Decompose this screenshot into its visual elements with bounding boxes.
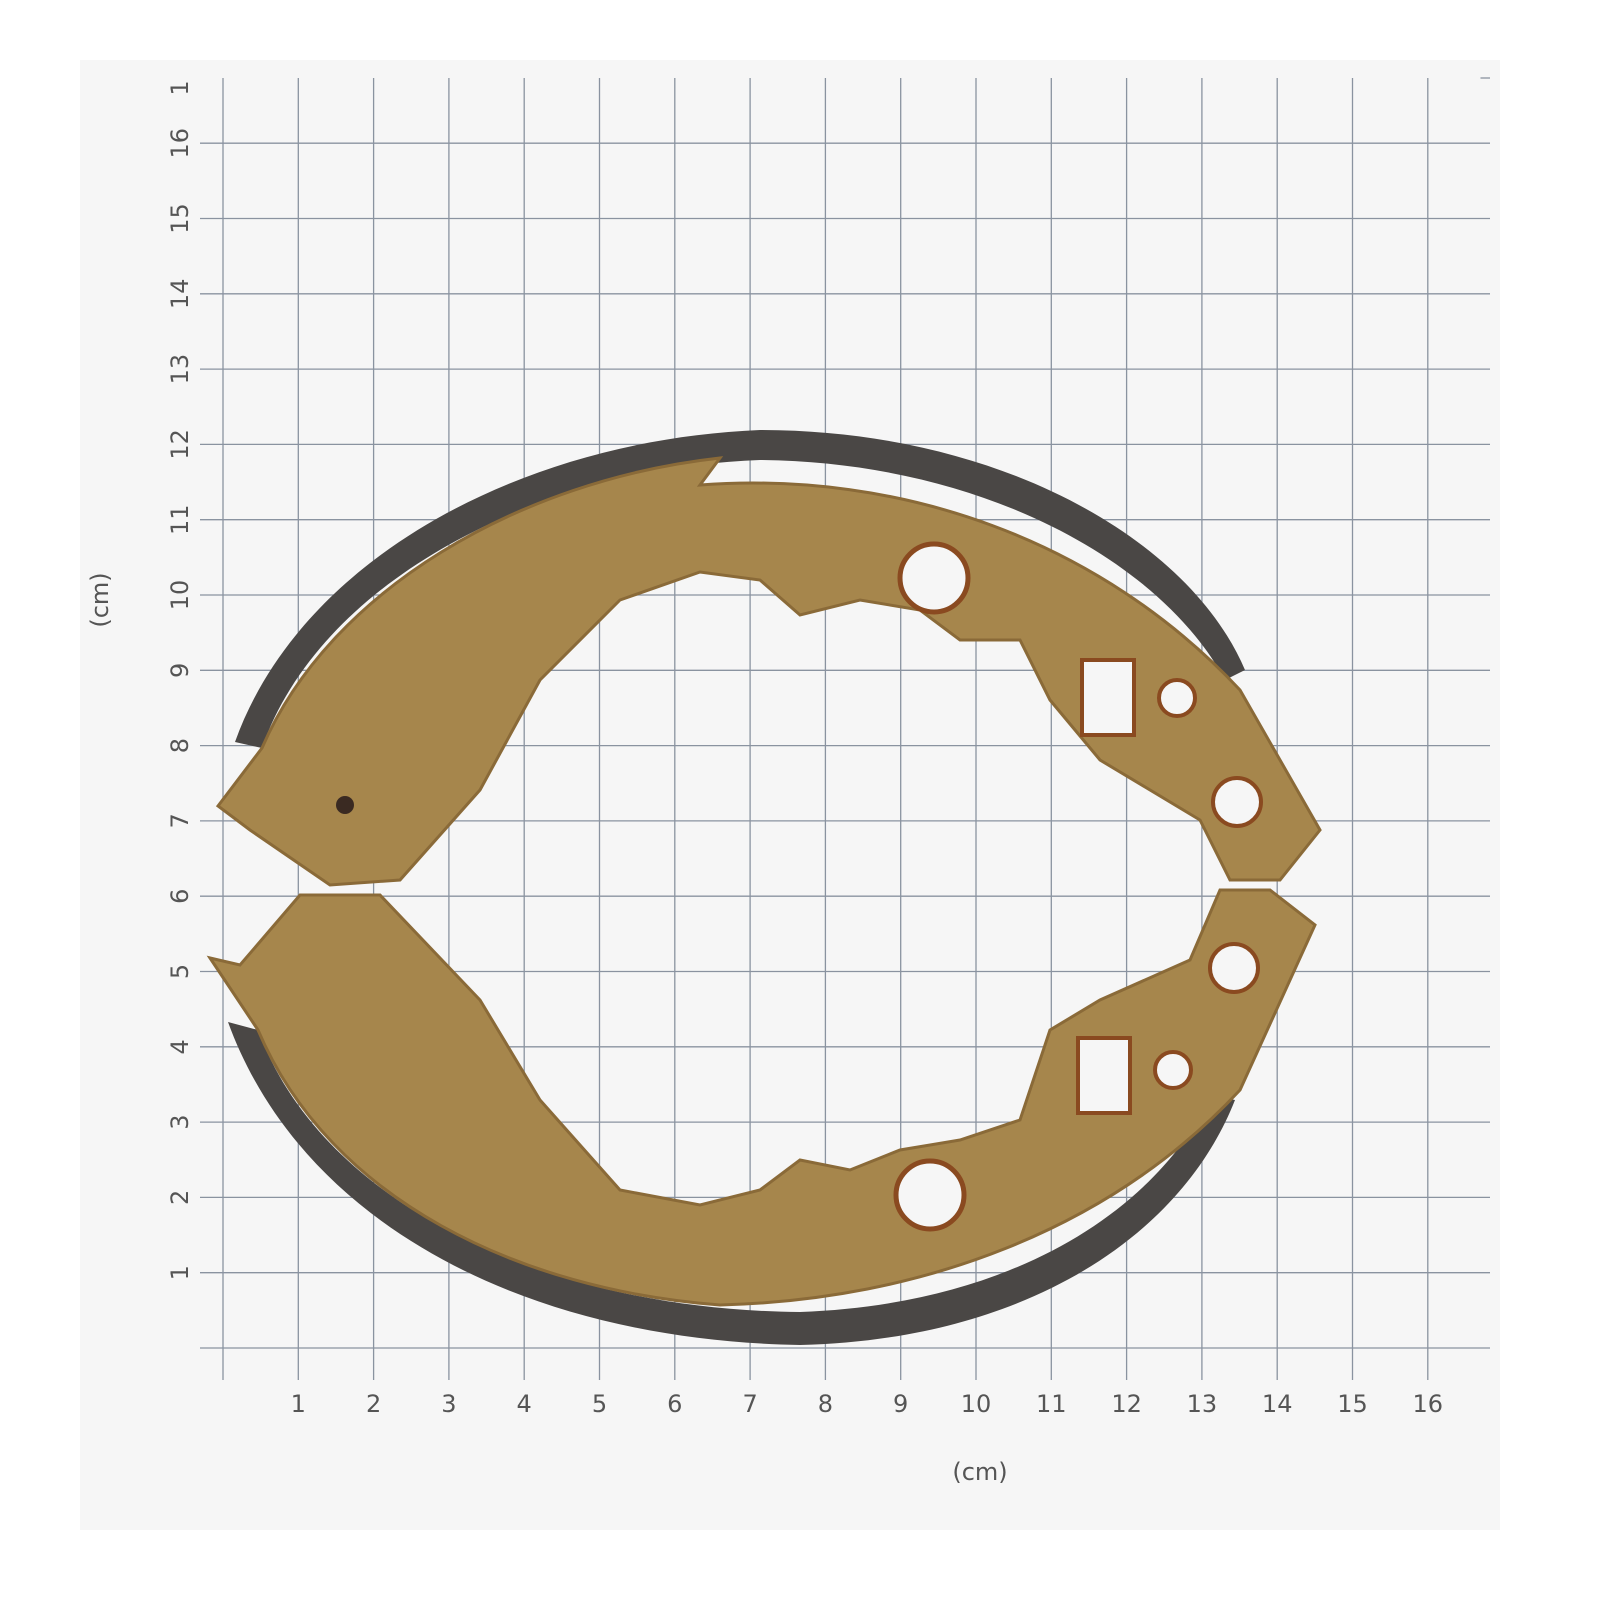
- y-tick-label: 6: [166, 889, 194, 904]
- grid-labels: 1 2 3 4 5 6 7 8 9 10 11 12 13 14 15 1612345678910111213…: [166, 80, 1443, 1418]
- hole: [1153, 1050, 1193, 1090]
- x-tick-label: 14: [1262, 1390, 1293, 1418]
- x-tick-label: 3: [441, 1390, 456, 1418]
- hole: [893, 1158, 967, 1232]
- x-unit-label: (cm): [952, 1458, 1007, 1486]
- x-tick-label: 8: [818, 1390, 833, 1418]
- y-tick-label: 16: [166, 128, 194, 159]
- slot: [1076, 1036, 1132, 1115]
- y-tick-label: 13: [166, 354, 194, 385]
- x-tick-label: 12: [1111, 1390, 1142, 1418]
- brake-lining-bottom: [228, 1022, 1235, 1345]
- brake-shoe-web-bottom: [206, 888, 1317, 1307]
- y-tick-label: 8: [166, 738, 194, 753]
- x-tick-label: 5: [592, 1390, 607, 1418]
- brake-shoe-top: [215, 430, 1322, 887]
- y-tick-label: 4: [166, 1039, 194, 1054]
- y-tick-label: 10: [166, 580, 194, 611]
- brake-shoe-bottom: [206, 888, 1317, 1345]
- x-tick-label: 4: [517, 1390, 532, 1418]
- brake-shoe-web-top: [215, 456, 1322, 887]
- y-unit-label: (cm): [86, 572, 114, 627]
- x-tick-label: 9: [893, 1390, 908, 1418]
- hole: [1157, 678, 1197, 718]
- x-tick-label: 15: [1337, 1390, 1368, 1418]
- x-tick-label: 13: [1187, 1390, 1218, 1418]
- x-tick-label: 2: [366, 1390, 381, 1418]
- y-tick-label: 2: [166, 1190, 194, 1205]
- x-tick-label: 7: [742, 1390, 757, 1418]
- y-tick-label: 1: [166, 80, 194, 95]
- y-tick-label: 1: [166, 1265, 194, 1280]
- x-tick-label: 6: [667, 1390, 682, 1418]
- hole: [1211, 776, 1263, 828]
- y-tick-label: 11: [166, 504, 194, 535]
- y-tick-label: 7: [166, 813, 194, 828]
- y-tick-label: 12: [166, 429, 194, 460]
- y-tick-label: 14: [166, 279, 194, 310]
- hole: [1208, 942, 1260, 994]
- x-tick-label: 1: [291, 1390, 306, 1418]
- slot: [1080, 658, 1136, 737]
- hole: [897, 541, 971, 615]
- y-tick-label: 9: [166, 663, 194, 678]
- y-tick-label: 5: [166, 964, 194, 979]
- brake-lining-top: [235, 430, 1245, 748]
- y-tick-label: 3: [166, 1114, 194, 1129]
- y-tick-label: 15: [166, 203, 194, 234]
- x-tick-label: 16: [1413, 1390, 1444, 1418]
- x-tick-label: 10: [961, 1390, 992, 1418]
- x-tick-label: 11: [1036, 1390, 1067, 1418]
